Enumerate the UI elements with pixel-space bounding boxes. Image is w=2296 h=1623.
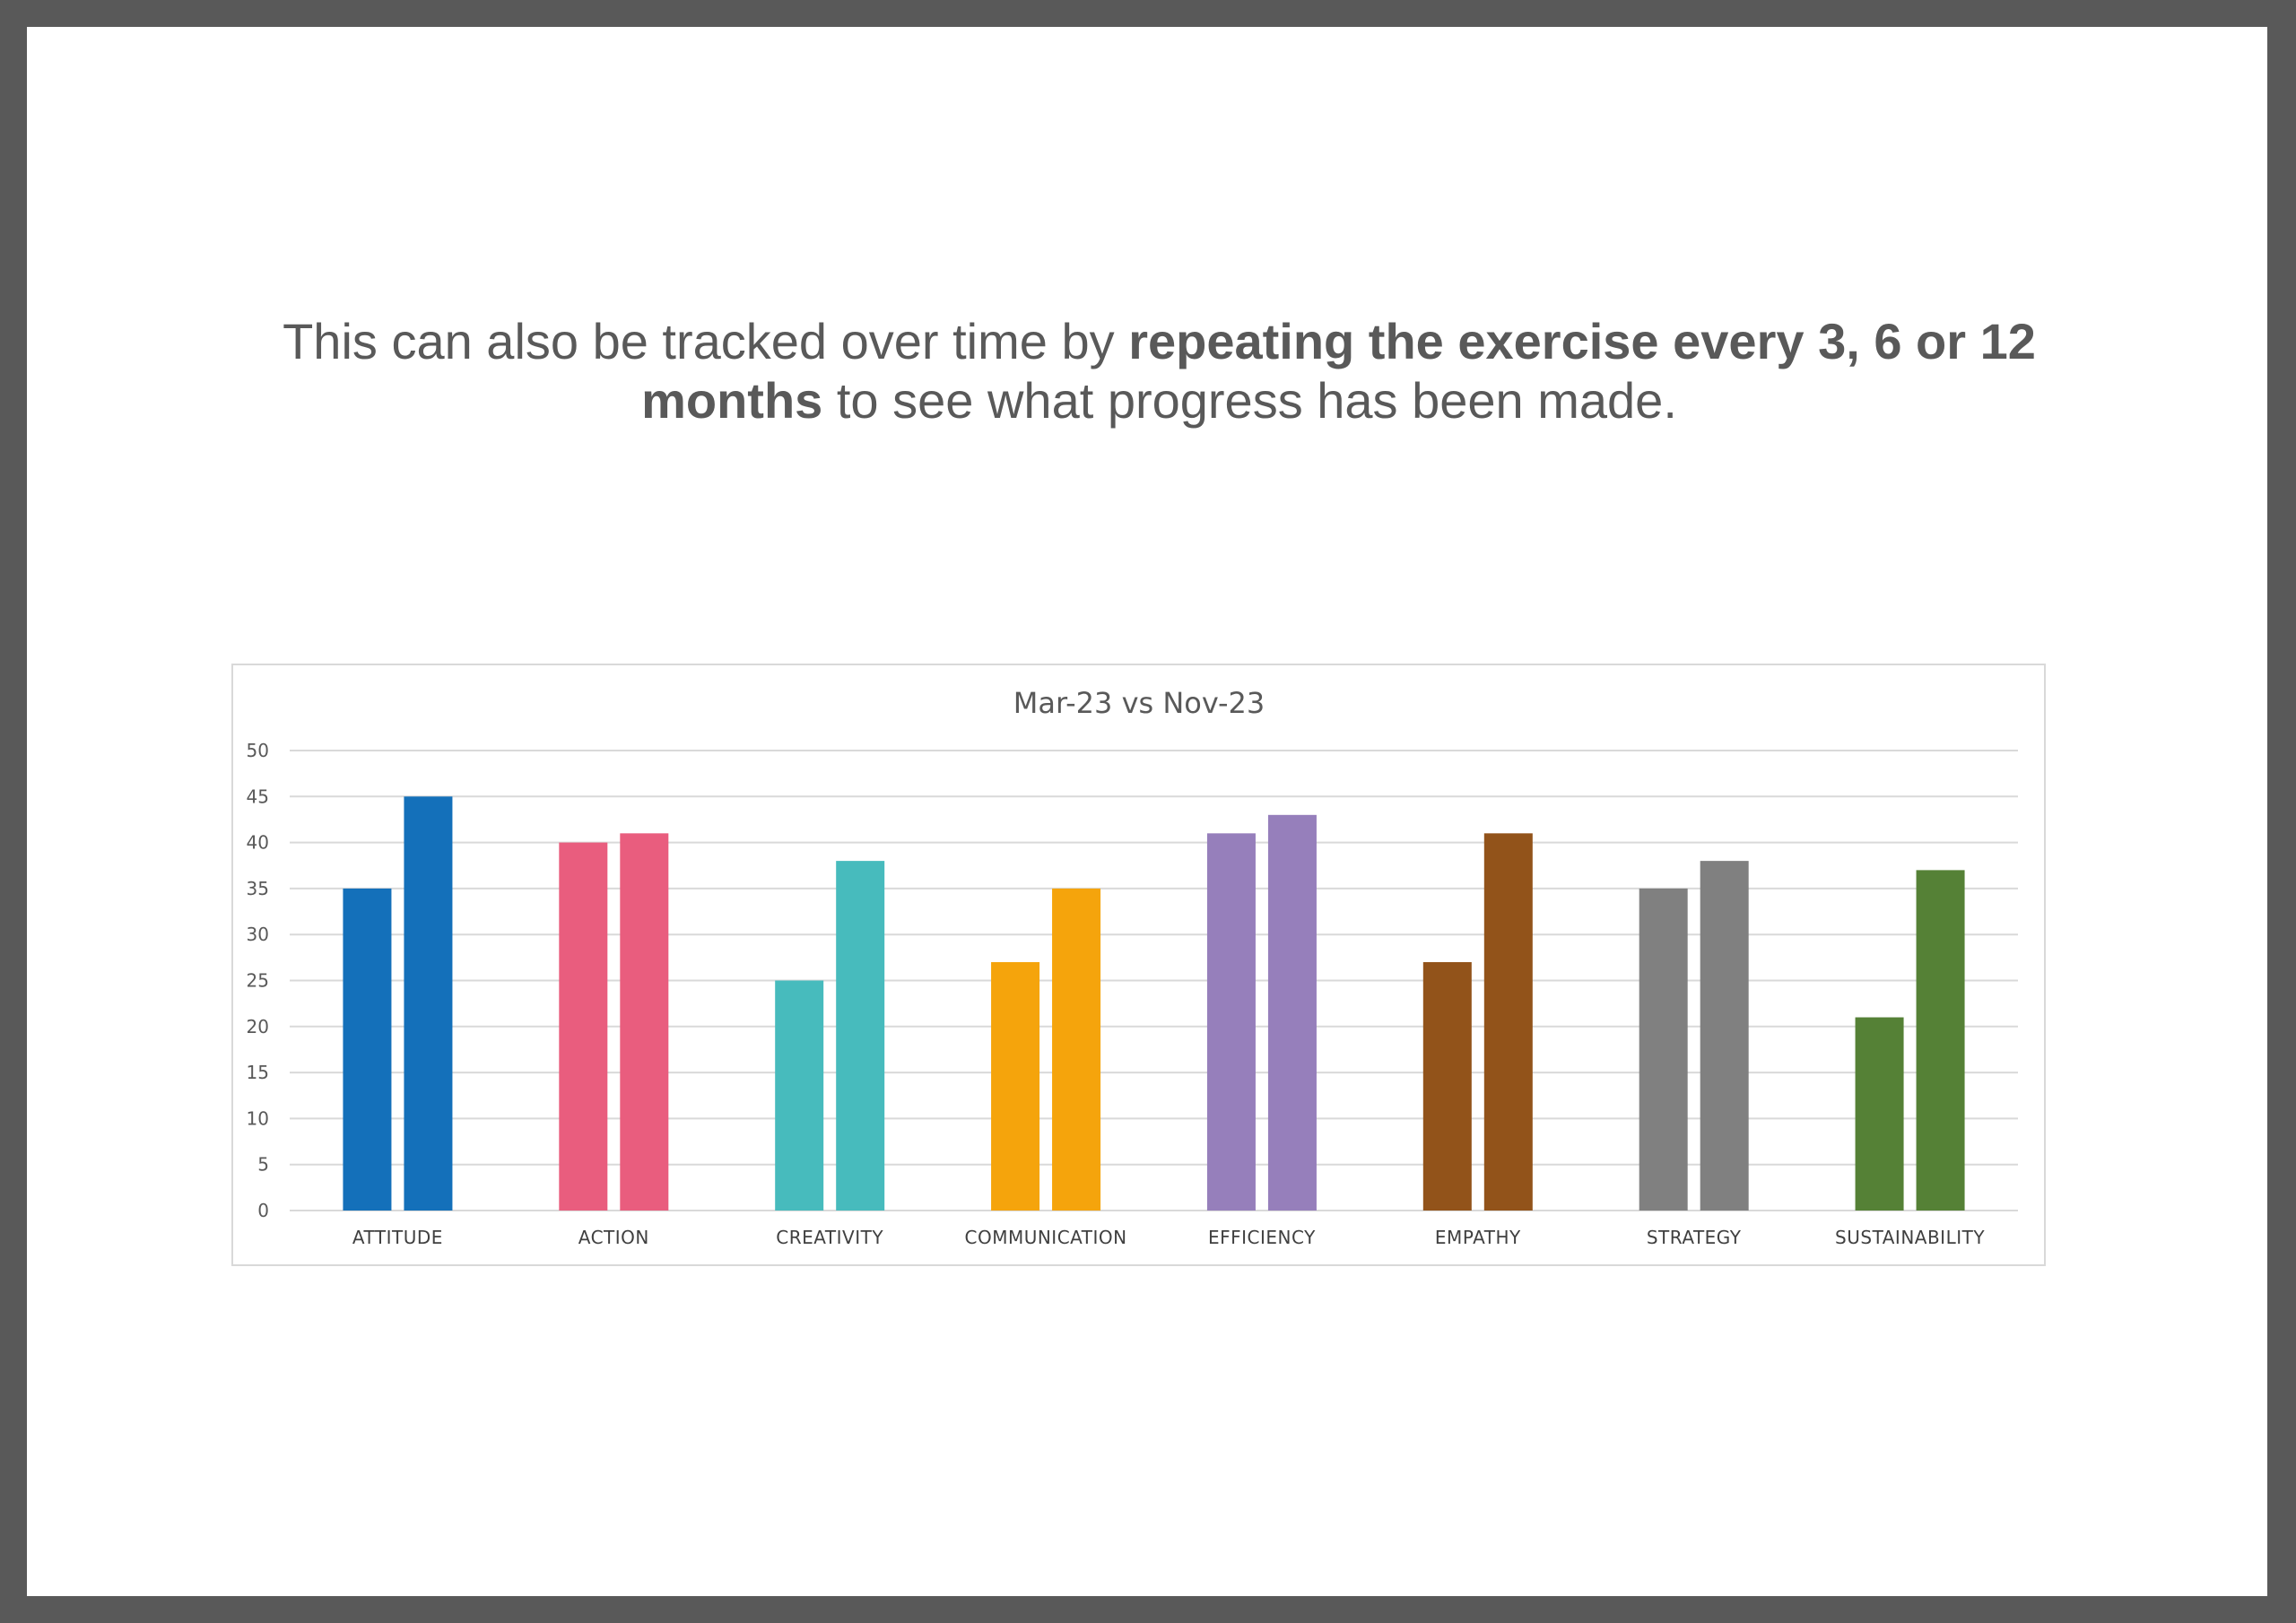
y-tick-label: 10 [247, 1107, 269, 1129]
y-tick-label: 15 [247, 1062, 269, 1083]
bar-sustainability-series-1 [1855, 1017, 1904, 1211]
bar-communication-series-1 [991, 961, 1040, 1211]
y-tick-label: 50 [247, 740, 269, 761]
x-axis-category-labels: ATTITUDE ACTION CREATIVITY COMMUNICATION EFF… [352, 1227, 1985, 1248]
headline-bold-phrase: repeating the exercise every 3, 6 or 12 … [641, 313, 2036, 429]
x-category-label: COMMUNICATION [964, 1227, 1126, 1248]
chart-title: Mar-23 vs Nov-23 [1013, 686, 1265, 720]
x-category-label: CREATIVITY [776, 1227, 883, 1248]
bar-chart: Mar-23 vs Nov-23 0 5 10 15 20 25 30 35 40 45 50 AT… [231, 664, 2046, 1266]
y-tick-label: 20 [247, 1016, 269, 1037]
y-tick-label: 40 [247, 832, 269, 854]
headline-part-1: This can also be tracked over time by [283, 313, 1129, 369]
bar-empathy-series-1 [1422, 961, 1472, 1211]
bar-action-series-1 [559, 842, 608, 1211]
y-tick-label: 45 [247, 785, 269, 807]
chart-svg: Mar-23 vs Nov-23 0 5 10 15 20 25 30 35 40 45 50 AT… [247, 686, 2018, 1248]
bar-efficiency-series-1 [1206, 833, 1256, 1211]
bar-creativity-series-1 [775, 980, 824, 1211]
x-category-label: ATTITUDE [352, 1227, 443, 1248]
y-tick-label: 30 [247, 924, 269, 945]
x-category-label: EFFICIENCY [1208, 1227, 1316, 1248]
bar-communication-series-2 [1052, 888, 1101, 1211]
y-axis-tick-labels: 0 5 10 15 20 25 30 35 40 45 50 [247, 740, 269, 1221]
y-tick-label: 35 [247, 878, 269, 899]
headline-text: This can also be tracked over time by re… [233, 312, 2085, 430]
bar-strategy-series-2 [1700, 861, 1749, 1211]
y-tick-label: 5 [257, 1154, 269, 1176]
bar-creativity-series-2 [836, 861, 885, 1211]
bar-attitude-series-1 [343, 888, 392, 1211]
bar-attitude-series-2 [404, 796, 453, 1211]
headline-part-2: to see what progress has been made. [822, 372, 1677, 429]
bars [343, 796, 1965, 1211]
x-category-label: SUSTAINABILITY [1835, 1227, 1985, 1248]
bar-empathy-series-2 [1483, 833, 1533, 1211]
gridlines [290, 750, 2018, 1211]
y-tick-label: 0 [257, 1200, 269, 1221]
x-category-label: ACTION [578, 1227, 649, 1248]
bar-sustainability-series-2 [1916, 870, 1965, 1211]
bar-strategy-series-1 [1639, 888, 1688, 1211]
y-tick-label: 25 [247, 970, 269, 992]
x-category-label: STRATEGY [1647, 1227, 1742, 1248]
bar-efficiency-series-2 [1267, 814, 1317, 1211]
bar-action-series-2 [620, 833, 669, 1211]
x-category-label: EMPATHY [1435, 1227, 1521, 1248]
